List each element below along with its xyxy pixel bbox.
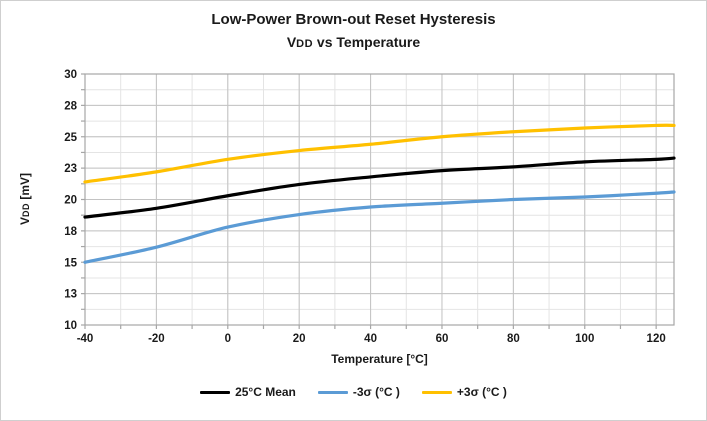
chart-title-line1: Low-Power Brown-out Reset Hysteresis [211,11,496,28]
svg-text:30: 30 [64,69,77,81]
subtitle-rest: vs Temperature [313,33,421,50]
svg-text:-40: -40 [77,333,94,345]
legend-item-mean: 25°C Mean [200,385,296,399]
minus3sigma-line-swatch-icon [317,390,348,394]
svg-text:120: 120 [647,333,666,345]
svg-text:10: 10 [64,320,77,332]
legend-label-plus3sigma: +3σ (°C ) [456,385,507,399]
x-axis-title: Temperature [°C] [331,352,428,366]
svg-text:18: 18 [64,226,77,238]
svg-text:80: 80 [507,333,520,345]
chart-title-line2: VDD vs Temperature [1,32,706,53]
svg-text:100: 100 [575,333,594,345]
chart-title: Low-Power Brown-out Reset Hysteresis VDD… [1,9,706,53]
svg-text:60: 60 [436,333,449,345]
legend-item-minus3sigma: -3σ (°C ) [317,385,400,399]
legend-item-plus3sigma: +3σ (°C ) [421,385,507,399]
svg-text:0: 0 [225,333,231,345]
svg-text:25: 25 [64,132,77,144]
legend: 25°C Mean -3σ (°C ) +3σ (°C ) [1,385,706,399]
subtitle-subscript: DD [296,37,314,50]
svg-text:15: 15 [64,257,77,269]
svg-text:23: 23 [64,163,77,175]
legend-label-minus3sigma: -3σ (°C ) [352,385,400,399]
legend-label-mean: 25°C Mean [235,385,296,399]
plus3sigma-line-swatch-icon [421,390,452,394]
svg-text:-20: -20 [148,333,165,345]
svg-text:13: 13 [64,289,77,301]
mean-line-swatch-icon [200,390,231,394]
subtitle-prefix: V [286,33,297,50]
svg-text:28: 28 [64,100,77,112]
svg-text:40: 40 [364,333,377,345]
svg-text:20: 20 [293,333,306,345]
svg-text:20: 20 [64,195,77,207]
